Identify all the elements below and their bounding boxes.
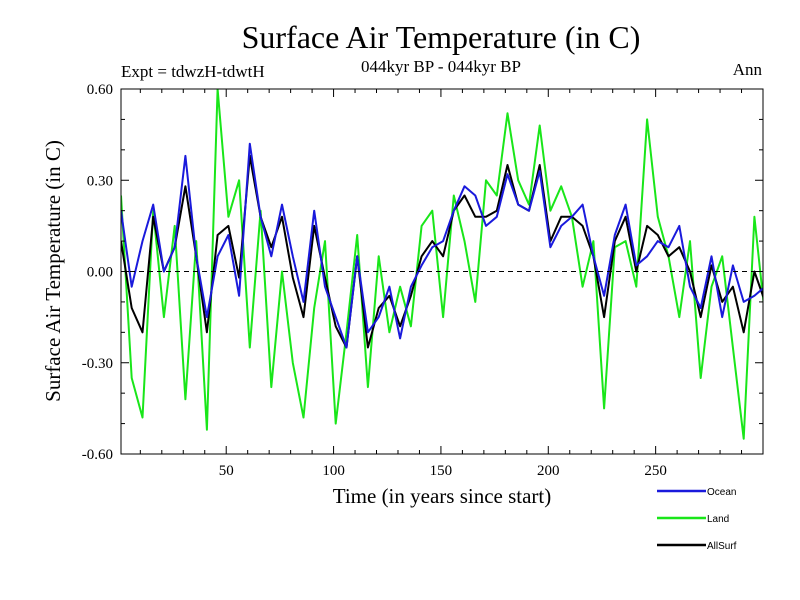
x-tick-label: 250 <box>644 463 667 479</box>
series-line-allsurf <box>121 154 763 349</box>
series-line-ocean <box>121 142 763 349</box>
y-axis: -0.60 -0.30 0.00 0.30 0.60 <box>82 82 763 463</box>
x-tick-label: 150 <box>430 463 453 479</box>
chart-subtitle: 044kyr BP - 044kyr BP <box>361 57 521 76</box>
x-tick-label: 50 <box>219 463 234 479</box>
legend-label-ocean: Ocean <box>707 487 736 498</box>
y-tick-label: 0.30 <box>87 173 113 189</box>
y-tick-label: -0.30 <box>82 356 113 372</box>
chart-expt-label: Expt = tdwzH-tdwtH <box>121 62 265 81</box>
y-axis-label: Surface Air Temperature (in C) <box>41 140 65 402</box>
series-line-land <box>121 89 763 440</box>
legend: Ocean Land AllSurf <box>657 487 737 552</box>
y-tick-label: -0.60 <box>82 447 113 463</box>
legend-label-allsurf: AllSurf <box>707 541 737 552</box>
x-axis: 50 100 150 200 250 <box>139 89 743 479</box>
y-tick-label: 0.60 <box>87 82 113 98</box>
legend-label-land: Land <box>707 514 729 525</box>
x-tick-label: 100 <box>322 463 345 479</box>
series-layer <box>121 89 763 440</box>
y-tick-label: 0.00 <box>87 265 113 281</box>
chart-title: Surface Air Temperature (in C) <box>242 19 641 55</box>
x-tick-label: 200 <box>537 463 560 479</box>
x-axis-label: Time (in years since start) <box>333 484 552 508</box>
plot-frame <box>120 88 764 455</box>
chart-season-label: Ann <box>733 60 763 79</box>
